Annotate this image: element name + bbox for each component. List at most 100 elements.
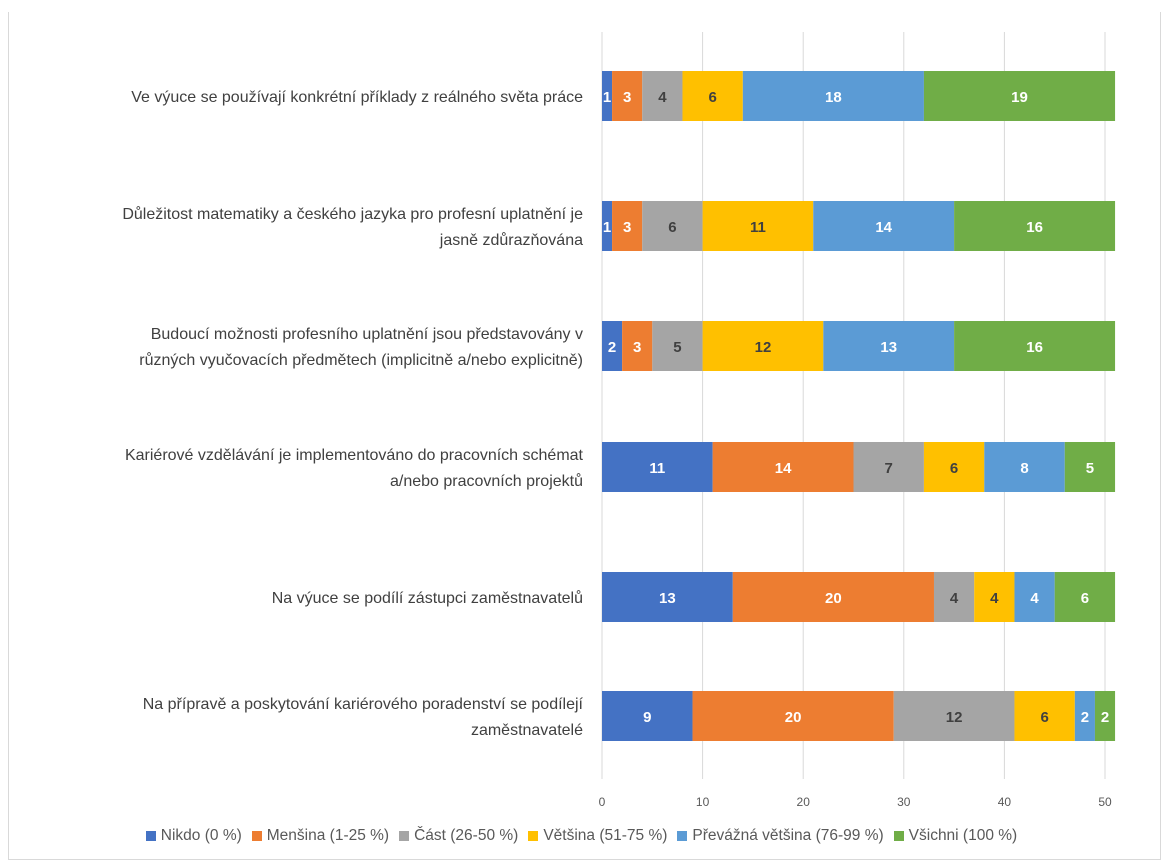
bar-segment — [1064, 442, 1116, 492]
bar-segment — [642, 201, 703, 251]
bar-value-label: 16 — [1026, 339, 1043, 356]
bar-value-label: 14 — [875, 219, 892, 236]
category-label: Důležitost matematiky a českého jazyka p… — [122, 205, 583, 223]
legend-item: Všichni (100 %) — [893, 827, 1018, 845]
bar-value-label: 4 — [658, 89, 667, 106]
category-label: Kariérové vzdělávání je implementováno d… — [125, 447, 584, 464]
legend-label: Všichni (100 %) — [908, 827, 1018, 844]
bar-value-label: 20 — [785, 709, 802, 726]
bar-segment — [692, 691, 894, 741]
bar-value-label: 6 — [708, 89, 716, 106]
legend-swatch — [399, 831, 410, 841]
x-tick-label: 40 — [998, 795, 1012, 809]
bar-value-label: 14 — [775, 460, 792, 477]
bar-segment — [1014, 572, 1055, 622]
bar-value-label: 12 — [946, 709, 963, 726]
bar-segment — [602, 442, 713, 492]
bar-value-label: 2 — [1101, 709, 1109, 726]
chart-frame — [8, 12, 1161, 860]
bar-segment — [742, 71, 924, 121]
bar-value-label: 5 — [1086, 460, 1094, 477]
x-tick-label: 10 — [696, 795, 710, 809]
legend-swatch — [528, 831, 539, 841]
clipped-title-fragment: ▪ ▪ ▪ — [0, 0, 1163, 2]
bar-segment — [954, 321, 1116, 371]
bar-segment — [823, 321, 955, 371]
bar-value-label: 1 — [603, 89, 611, 106]
bar-value-label: 6 — [950, 460, 958, 477]
bar-segment — [702, 201, 814, 251]
bar-segment — [1074, 691, 1095, 741]
x-tick-label: 50 — [1098, 795, 1112, 809]
bar-value-label: 6 — [1081, 590, 1089, 607]
bar-segment — [732, 572, 934, 622]
category-label: Na výuce se podílí zástupci zaměstnavate… — [272, 589, 583, 607]
bar-segment — [1014, 691, 1075, 741]
bar-value-label: 12 — [755, 339, 772, 356]
category-label: Na přípravě a poskytování kariérového po… — [143, 696, 584, 713]
bar-segment — [813, 201, 955, 251]
bar-segment — [1054, 572, 1116, 622]
x-tick-label: 20 — [797, 795, 811, 809]
bar-segment — [602, 201, 613, 251]
bar-value-label: 2 — [608, 339, 616, 356]
bar-value-label: 4 — [990, 590, 999, 607]
bar-value-label: 9 — [643, 709, 651, 726]
bar-segment — [702, 321, 824, 371]
category-labels: Ve výuce se používají konkrétní příklady… — [122, 89, 583, 739]
bar-segment — [612, 201, 643, 251]
bar-segment — [602, 71, 613, 121]
bar-segment — [602, 321, 623, 371]
bar-segment — [612, 71, 643, 121]
bar-value-label: 4 — [1030, 590, 1039, 607]
bar-segment — [923, 71, 1116, 121]
category-label: různých vyučovacích předmětech (implicit… — [139, 351, 583, 369]
bar-value-label: 13 — [880, 339, 897, 356]
bar-segment — [1094, 691, 1116, 741]
legend-label: Část (26-50 %) — [414, 827, 519, 844]
category-label: jasně zdůrazňována — [439, 231, 583, 249]
legend-label: Většina (51-75 %) — [543, 827, 668, 844]
legend-item: Většina (51-75 %) — [528, 827, 667, 845]
bar-value-label: 5 — [673, 339, 681, 356]
legend: Nikdo (0 %) Menšina (1-25 %) Část (26-50 %… — [0, 824, 1163, 848]
category-label: Ve výuce se používají konkrétní příklady… — [131, 89, 583, 106]
legend-label: Menšina (1-25 %) — [266, 827, 390, 844]
category-label: zaměstnavatelé — [471, 722, 583, 739]
category-label: Budoucí možnosti profesního uplatnění js… — [151, 326, 583, 343]
legend-item: Nikdo (0 %) — [145, 827, 242, 845]
x-tick-label: 30 — [897, 795, 911, 809]
bar-segment — [682, 71, 743, 121]
bar-value-label: 3 — [623, 89, 631, 106]
bar-value-label: 11 — [649, 460, 665, 477]
bar-value-label: 6 — [668, 219, 676, 236]
bar-segment — [853, 442, 924, 492]
bar-value-label: 6 — [1040, 709, 1048, 726]
bar-segment — [984, 442, 1065, 492]
bar-segment — [954, 201, 1116, 251]
bars — [602, 71, 1116, 741]
bar-value-label: 1 — [603, 219, 611, 236]
x-tick-label: 0 — [599, 795, 606, 809]
bar-value-label: 18 — [825, 89, 842, 106]
bar-value-label: 4 — [950, 590, 959, 607]
bar-value-label: 2 — [1081, 709, 1089, 726]
legend-label: Převážná většina (76-99 %) — [692, 827, 884, 844]
legend-item: Část (26-50 %) — [399, 827, 518, 845]
category-label: a/nebo pracovních projektů — [390, 472, 583, 490]
bar-segment — [712, 442, 854, 492]
legend-swatch — [251, 831, 262, 841]
bar-value-label: 13 — [659, 590, 676, 607]
bar-segment — [602, 691, 693, 741]
bar-segment — [933, 572, 975, 622]
bar-value-label: 20 — [825, 590, 842, 607]
x-axis-ticks: 0 10 20 30 40 50 — [599, 795, 1112, 809]
legend-item: Menšina (1-25 %) — [251, 827, 390, 845]
legend-swatch — [893, 831, 904, 841]
legend-label: Nikdo (0 %) — [160, 827, 242, 844]
legend-item: Převážná většina (76-99 %) — [677, 827, 884, 845]
bar-segment — [622, 321, 653, 371]
bar-value-label: 16 — [1026, 219, 1043, 236]
